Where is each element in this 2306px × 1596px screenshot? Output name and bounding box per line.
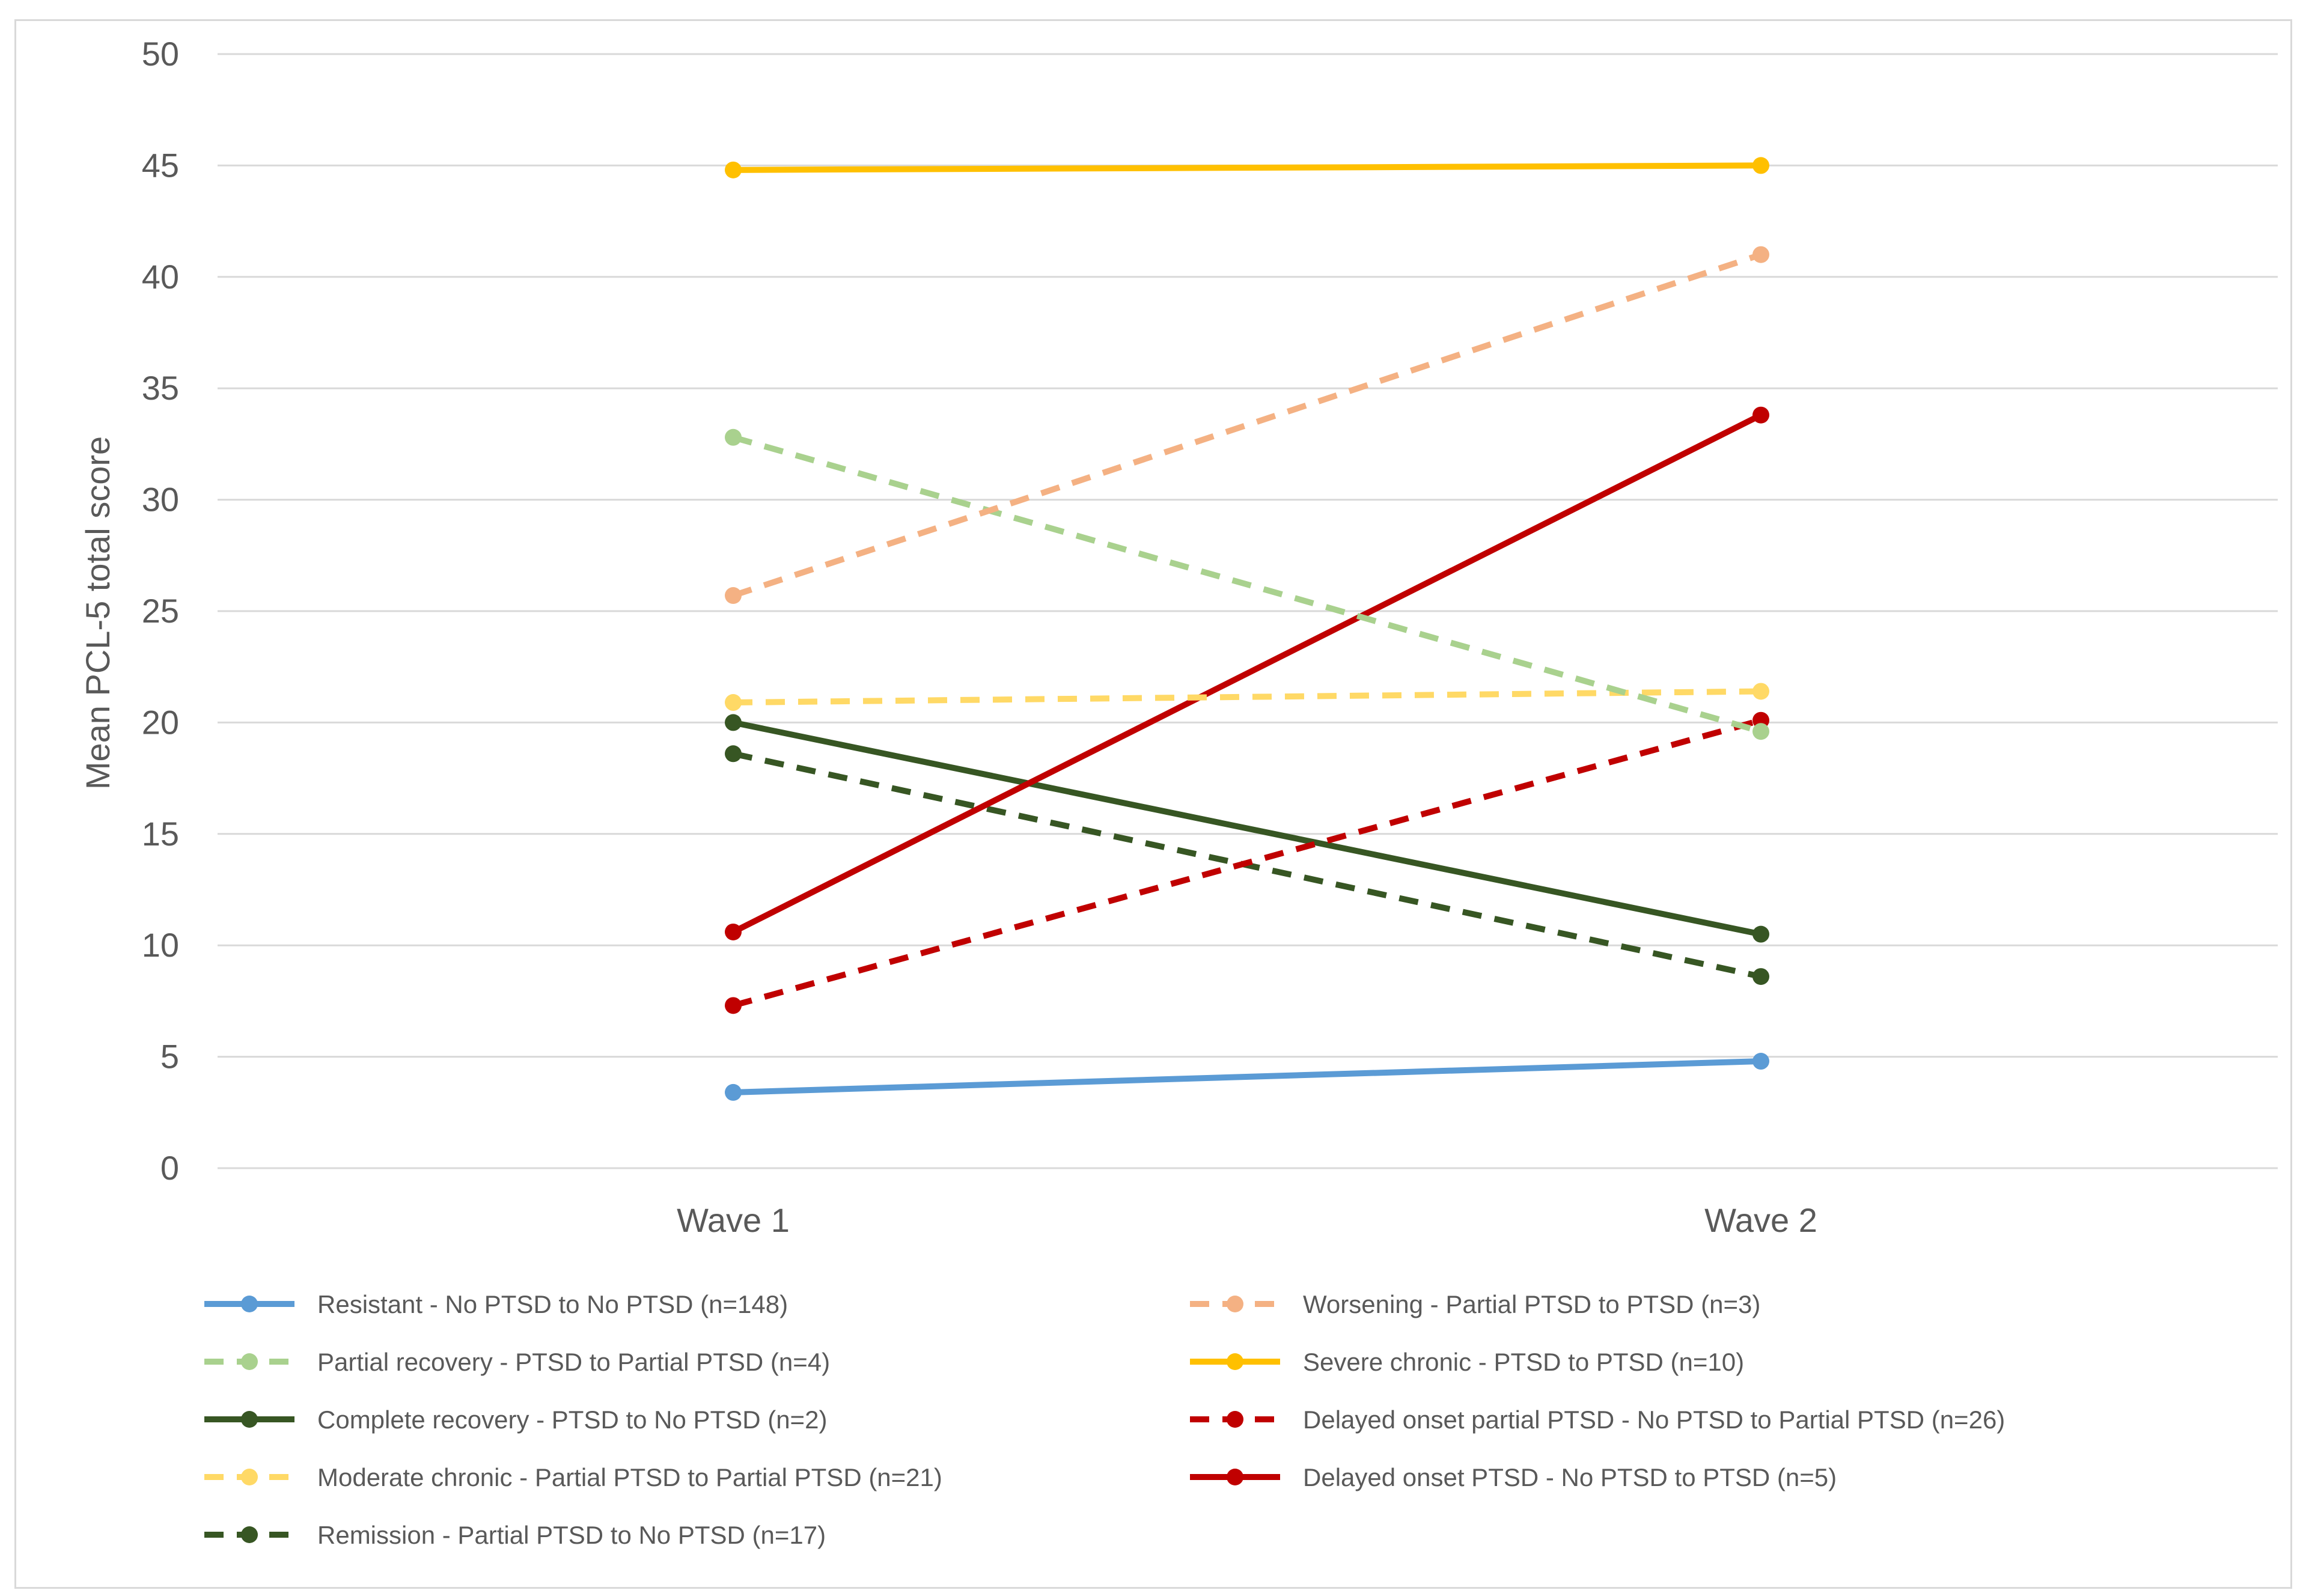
series-line [725, 711, 1769, 1014]
data-point [725, 587, 742, 605]
legend-marker [241, 1296, 258, 1312]
legend-label: Moderate chronic - Partial PTSD to Parti… [317, 1463, 942, 1491]
legend-marker [1227, 1411, 1243, 1428]
legend-label: Resistant - No PTSD to No PTSD (n=148) [317, 1290, 788, 1318]
series-segment [732, 434, 1762, 735]
y-tick-labels: 0 5 10 15 20 25 30 35 40 45 50 [142, 35, 179, 1187]
data-point [1752, 406, 1769, 424]
series-line [725, 157, 1769, 178]
legend-label: Complete recovery - PTSD to No PTSD (n=2… [317, 1406, 827, 1434]
data-point [725, 923, 742, 940]
series-line [725, 246, 1769, 605]
legend-marker [241, 1469, 258, 1485]
x-tick-labels: Wave 1 Wave 2 [677, 1201, 1817, 1239]
series-segment [732, 719, 1762, 937]
series-segment [733, 162, 1762, 173]
y-tick-label: 45 [142, 146, 179, 184]
data-point [725, 997, 742, 1014]
legend-item: Remission - Partial PTSD to No PTSD (n=1… [204, 1521, 826, 1549]
legend-marker [241, 1411, 258, 1428]
legend-label: Partial recovery - PTSD to Partial PTSD … [317, 1348, 830, 1376]
data-point [1752, 683, 1769, 700]
gridlines [218, 53, 2278, 1169]
legend-item: Delayed onset PTSD - No PTSD to PTSD (n=… [1190, 1463, 1837, 1491]
series-line [725, 1053, 1769, 1101]
y-tick-label: 25 [142, 592, 179, 630]
series-segment [733, 688, 1762, 706]
data-point [725, 1083, 742, 1101]
y-tick-label: 40 [142, 258, 179, 296]
y-tick-label: 50 [142, 35, 179, 73]
series-line [725, 683, 1769, 711]
series-line [725, 428, 1769, 740]
y-axis-title: Mean PCL-5 total score [79, 436, 117, 790]
legend-label: Remission - Partial PTSD to No PTSD (n=1… [317, 1521, 826, 1549]
series-segment [732, 717, 1762, 1009]
y-tick-label: 15 [142, 815, 179, 853]
legend-label: Severe chronic - PTSD to PTSD (n=10) [1303, 1348, 1744, 1376]
legend-marker [241, 1353, 258, 1370]
y-tick-label: 35 [142, 369, 179, 407]
data-point [725, 694, 742, 711]
y-tick-label: 20 [142, 703, 179, 741]
legend-item: Worsening - Partial PTSD to PTSD (n=3) [1190, 1290, 1760, 1318]
legend-marker [241, 1526, 258, 1543]
y-tick-label: 30 [142, 481, 179, 519]
x-tick-label: Wave 2 [1704, 1201, 1817, 1239]
series-segment [731, 412, 1763, 935]
legend-marker [1227, 1353, 1243, 1370]
data-point [725, 714, 742, 731]
data-point [1752, 1053, 1769, 1070]
series-line [725, 406, 1769, 940]
x-tick-label: Wave 1 [677, 1201, 790, 1239]
legend-label: Worsening - Partial PTSD to PTSD (n=3) [1303, 1290, 1760, 1318]
data-point [725, 745, 742, 763]
y-tick-label: 10 [142, 926, 179, 964]
legend-item: Partial recovery - PTSD to Partial PTSD … [204, 1348, 830, 1376]
legend-marker [1227, 1296, 1243, 1312]
y-tick-label: 5 [160, 1038, 179, 1076]
chart-frame [14, 19, 2292, 1589]
legend-item: Severe chronic - PTSD to PTSD (n=10) [1190, 1348, 1744, 1376]
legend-item: Complete recovery - PTSD to No PTSD (n=2… [204, 1406, 827, 1434]
data-point [725, 428, 742, 446]
data-point [725, 161, 742, 178]
legend: Resistant - No PTSD to No PTSD (n=148) Pa… [204, 1290, 2005, 1549]
data-point [1752, 246, 1769, 263]
legend-label: Delayed onset partial PTSD - No PTSD to … [1303, 1406, 2005, 1434]
legend-marker [1227, 1469, 1243, 1485]
legend-label: Delayed onset PTSD - No PTSD to PTSD (n=… [1303, 1463, 1837, 1491]
data-point [1752, 723, 1769, 740]
series-segment [733, 1058, 1762, 1095]
series-line [725, 714, 1769, 943]
legend-item: Delayed onset partial PTSD - No PTSD to … [1190, 1406, 2005, 1434]
data-point [1752, 925, 1769, 943]
legend-item: Moderate chronic - Partial PTSD to Parti… [204, 1463, 942, 1491]
y-tick-label: 0 [160, 1149, 179, 1187]
series-lines [725, 157, 1769, 1101]
legend-item: Resistant - No PTSD to No PTSD (n=148) [204, 1290, 788, 1318]
data-point [1752, 968, 1769, 985]
series-segment [732, 251, 1762, 598]
data-point [1752, 157, 1769, 174]
